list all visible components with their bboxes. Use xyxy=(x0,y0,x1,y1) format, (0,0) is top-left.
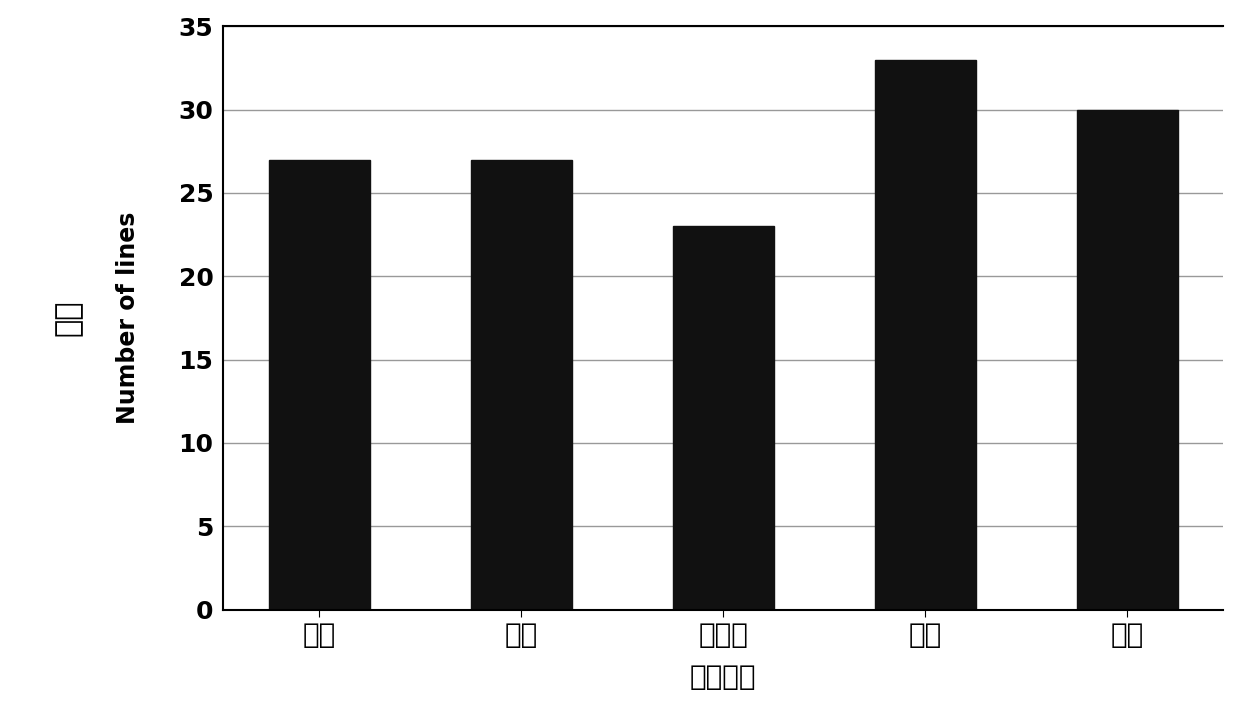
Text: 株数: 株数 xyxy=(53,299,83,336)
Bar xyxy=(1076,110,1178,610)
Bar xyxy=(673,227,774,610)
Bar xyxy=(874,59,976,610)
Bar xyxy=(269,159,370,610)
Bar xyxy=(471,159,572,610)
Text: Number of lines: Number of lines xyxy=(117,212,140,424)
X-axis label: 娩瓜皮色: 娩瓜皮色 xyxy=(689,663,756,691)
